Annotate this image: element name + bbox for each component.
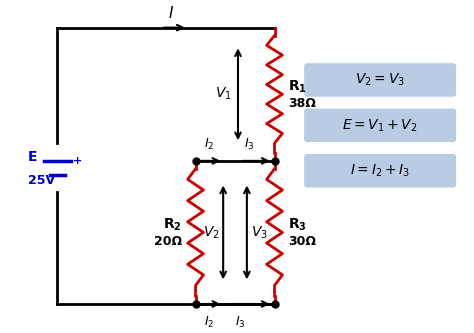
Text: $\mathbf{R_2}$: $\mathbf{R_2}$ <box>163 216 182 233</box>
Text: $V_2$: $V_2$ <box>202 224 219 241</box>
Text: $I$: $I$ <box>168 5 174 21</box>
Text: 38Ω: 38Ω <box>288 97 316 110</box>
Text: $I_2$: $I_2$ <box>204 137 215 152</box>
Text: $V_3$: $V_3$ <box>251 224 268 241</box>
Text: E: E <box>28 150 37 164</box>
Text: $V_1$: $V_1$ <box>215 86 232 103</box>
Text: $V_2 = V_3$: $V_2 = V_3$ <box>355 72 405 88</box>
FancyBboxPatch shape <box>304 109 456 142</box>
Text: $I_2$: $I_2$ <box>204 315 215 330</box>
Text: $\mathbf{R_1}$: $\mathbf{R_1}$ <box>288 78 307 95</box>
Text: $\mathbf{R_3}$: $\mathbf{R_3}$ <box>288 216 307 233</box>
Text: $I = I_2+I_3$: $I = I_2+I_3$ <box>350 163 410 179</box>
Text: $I_3$: $I_3$ <box>235 315 245 330</box>
Text: 30Ω: 30Ω <box>288 235 316 248</box>
FancyBboxPatch shape <box>304 63 456 97</box>
FancyBboxPatch shape <box>304 154 456 187</box>
Text: $E = V_1+V_2$: $E = V_1+V_2$ <box>342 117 418 134</box>
Text: 25V: 25V <box>28 174 55 187</box>
Text: 20Ω: 20Ω <box>154 235 182 248</box>
Text: $I_3$: $I_3$ <box>244 137 254 152</box>
Text: +: + <box>73 156 82 166</box>
